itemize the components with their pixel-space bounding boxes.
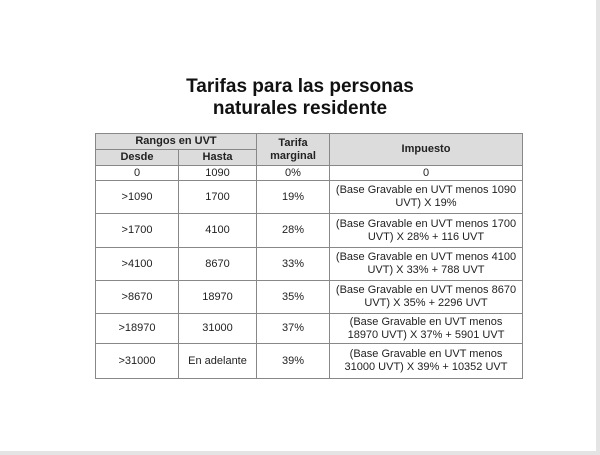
table-cell: 19% bbox=[256, 180, 330, 214]
table-row: >1090 1700 19% (Base Gravable en UVT menos … bbox=[95, 180, 523, 214]
table-cell: 31000 bbox=[178, 313, 257, 344]
table-cell: >4100 bbox=[95, 247, 179, 281]
table-cell: 1090 bbox=[178, 165, 257, 181]
table-cell: (Base Gravable en UVT menos 31000 UVT) X… bbox=[329, 343, 523, 379]
table-cell: 4100 bbox=[178, 213, 257, 248]
table-cell: 0% bbox=[256, 165, 330, 181]
table-cell: (Base Gravable en UVT menos 1090 UVT) X … bbox=[329, 180, 523, 214]
table-cell: (Base Gravable en UVT menos 1700 UVT) X … bbox=[329, 213, 523, 248]
column-header: Tarifa marginal bbox=[256, 133, 330, 166]
table-cell: 35% bbox=[256, 280, 330, 314]
table-cell: >31000 bbox=[95, 343, 179, 379]
table-row: >31000 En adelante 39% (Base Gravable en UV… bbox=[95, 343, 523, 379]
column-header: Impuesto bbox=[329, 133, 523, 166]
table-row: >4100 8670 33% (Base Gravable en UVT menos … bbox=[95, 247, 523, 281]
table-row: >18970 31000 37% (Base Gravable en UVT meno… bbox=[95, 313, 523, 344]
table-cell: 37% bbox=[256, 313, 330, 344]
table-cell: 18970 bbox=[178, 280, 257, 314]
table-cell: 0 bbox=[329, 165, 523, 181]
table-cell: En adelante bbox=[178, 343, 257, 379]
table-row: >1700 4100 28% (Base Gravable en UVT menos … bbox=[95, 213, 523, 248]
table-cell: 39% bbox=[256, 343, 330, 379]
table-cell: >18970 bbox=[95, 313, 179, 344]
table-cell: 8670 bbox=[178, 247, 257, 281]
table-cell: (Base Gravable en UVT menos 4100 UVT) X … bbox=[329, 247, 523, 281]
table-row: >8670 18970 35% (Base Gravable en UVT menos… bbox=[95, 280, 523, 314]
table-cell: >8670 bbox=[95, 280, 179, 314]
group-header: Rangos en UVT bbox=[95, 133, 257, 150]
table-cell: >1090 bbox=[95, 180, 179, 214]
table-cell: 0 bbox=[95, 165, 179, 181]
slide-title: Tarifas para las personas naturales resi… bbox=[186, 76, 414, 119]
table-cell: 1700 bbox=[178, 180, 257, 214]
table-cell: (Base Gravable en UVT menos 8670 UVT) X … bbox=[329, 280, 523, 314]
tax-table: Rangos en UVT Tarifa marginal Impuesto D… bbox=[95, 133, 523, 379]
table-cell: 28% bbox=[256, 213, 330, 248]
table-cell: 33% bbox=[256, 247, 330, 281]
table-cell: >1700 bbox=[95, 213, 179, 248]
table-row: 0 1090 0% 0 bbox=[95, 165, 523, 181]
table-body: 0 1090 0% 0 >1090 1700 19% (Base Gravable en UV… bbox=[95, 165, 523, 379]
column-header: Hasta bbox=[178, 149, 257, 166]
column-header: Desde bbox=[95, 149, 179, 166]
table-cell: (Base Gravable en UVT menos 18970 UVT) X… bbox=[329, 313, 523, 344]
